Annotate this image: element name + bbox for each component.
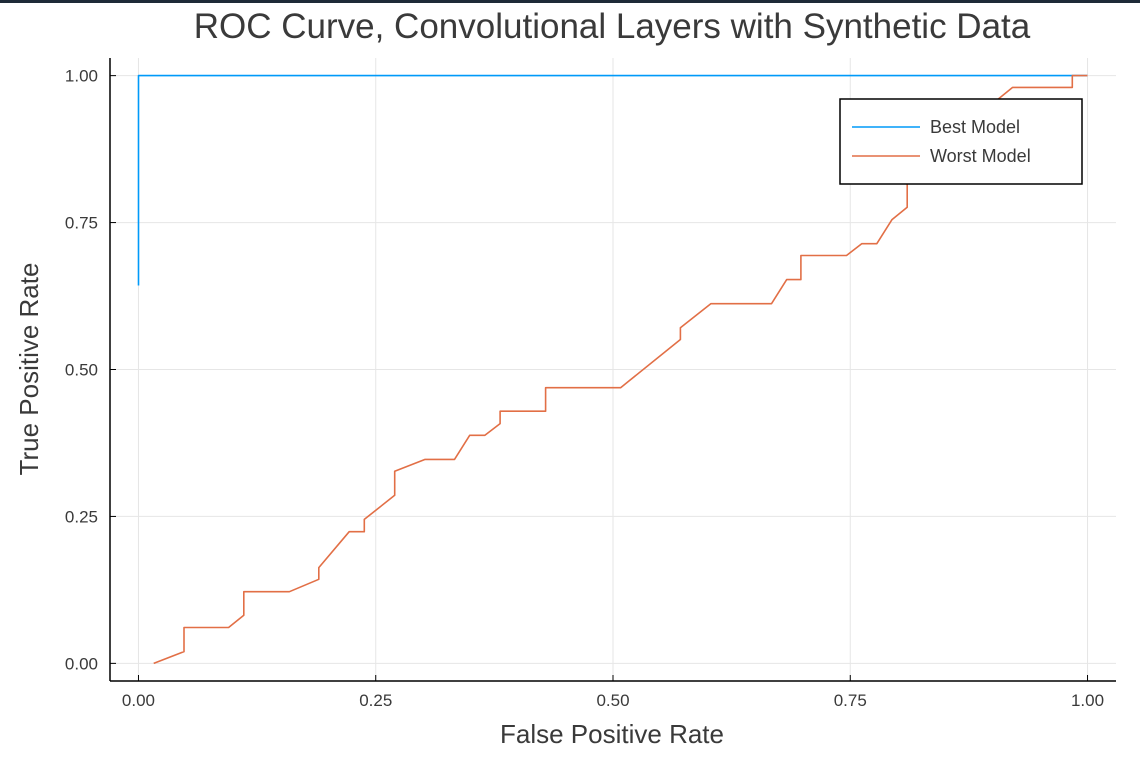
y-tick-label: 0.75 [65,214,98,233]
legend-label-worst-model: Worst Model [930,146,1031,166]
y-axis-label: True Positive Rate [14,263,44,476]
window-top-border [0,0,1140,3]
x-tick-label: 0.50 [596,691,629,710]
y-tick-label: 0.50 [65,361,98,380]
x-tick-label: 1.00 [1071,691,1104,710]
x-tick-label: 0.75 [834,691,867,710]
y-tick-label: 0.00 [65,654,98,673]
legend: Best Model Worst Model [839,98,1083,185]
y-tick-label: 0.25 [65,507,98,526]
x-tick-label: 0.25 [359,691,392,710]
axis-ticks: 0.00 0.25 0.50 0.75 1.00 0.00 0.25 0.50 0.75 1.00 [65,67,1104,710]
series-line-best-model [137,74,1088,286]
y-tick-label: 1.00 [65,67,98,86]
chart-title: ROC Curve, Convolutional Layers with Syn… [194,7,1031,46]
legend-label-best-model: Best Model [930,117,1020,137]
x-axis-label: False Positive Rate [500,719,724,749]
legend-box [839,98,1083,185]
x-tick-label: 0.00 [122,691,155,710]
